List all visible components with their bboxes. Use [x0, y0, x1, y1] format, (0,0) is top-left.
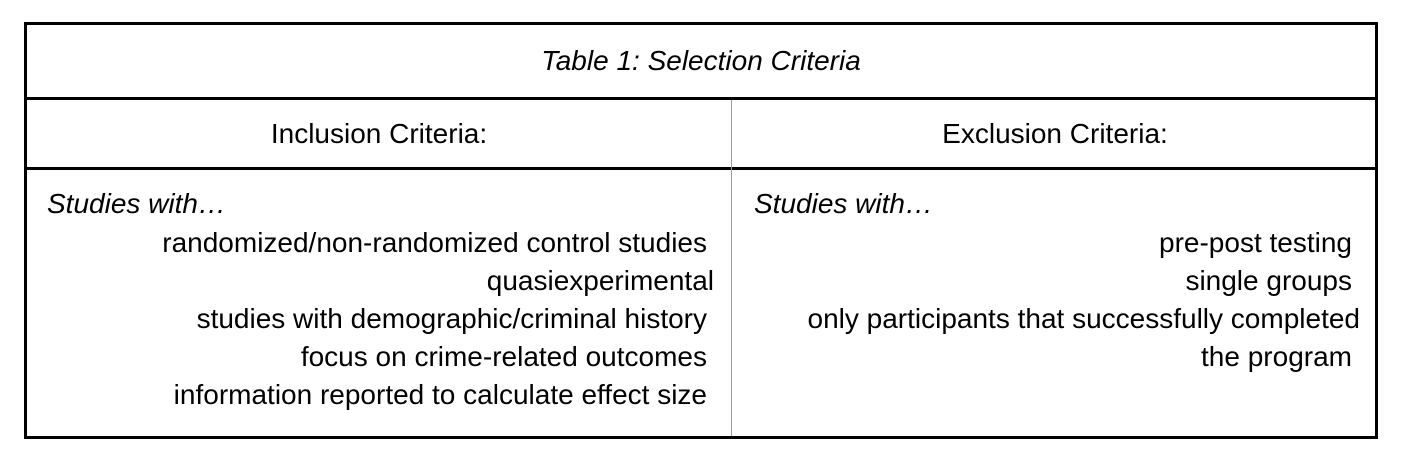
inclusion-item: focus on crime-related outcomes — [300, 341, 707, 372]
inclusion-lead-text: Studies with… — [47, 188, 226, 219]
inclusion-item: studies with demographic/criminal histor… — [196, 303, 707, 334]
inclusion-criteria-cell: Studies with… randomized/non-randomized … — [27, 170, 731, 436]
exclusion-lead-text: Studies with… — [754, 188, 933, 219]
table-title: Table 1: Selection Criteria — [27, 25, 1375, 100]
inclusion-item: quasiexperimental — [486, 265, 714, 296]
column-divider — [731, 100, 732, 436]
exclusion-item: only participants that successfully comp… — [807, 303, 1361, 334]
table-header-row: Inclusion Criteria: Exclusion Criteria: — [27, 100, 1375, 170]
exclusion-criteria-cell: Studies with… pre-post testing single gr… — [732, 170, 1378, 436]
inclusion-item: information reported to calculate effect… — [173, 379, 707, 410]
selection-criteria-table: Table 1: Selection Criteria Inclusion Cr… — [24, 22, 1378, 439]
exclusion-item: single groups — [1185, 265, 1352, 296]
exclusion-item: pre-post testing — [1159, 227, 1352, 258]
inclusion-criteria-header: Inclusion Criteria: — [270, 117, 488, 149]
inclusion-item: randomized/non-randomized control studie… — [162, 227, 707, 258]
exclusion-item: the program — [1201, 341, 1352, 372]
exclusion-criteria-header: Exclusion Criteria: — [942, 117, 1168, 149]
